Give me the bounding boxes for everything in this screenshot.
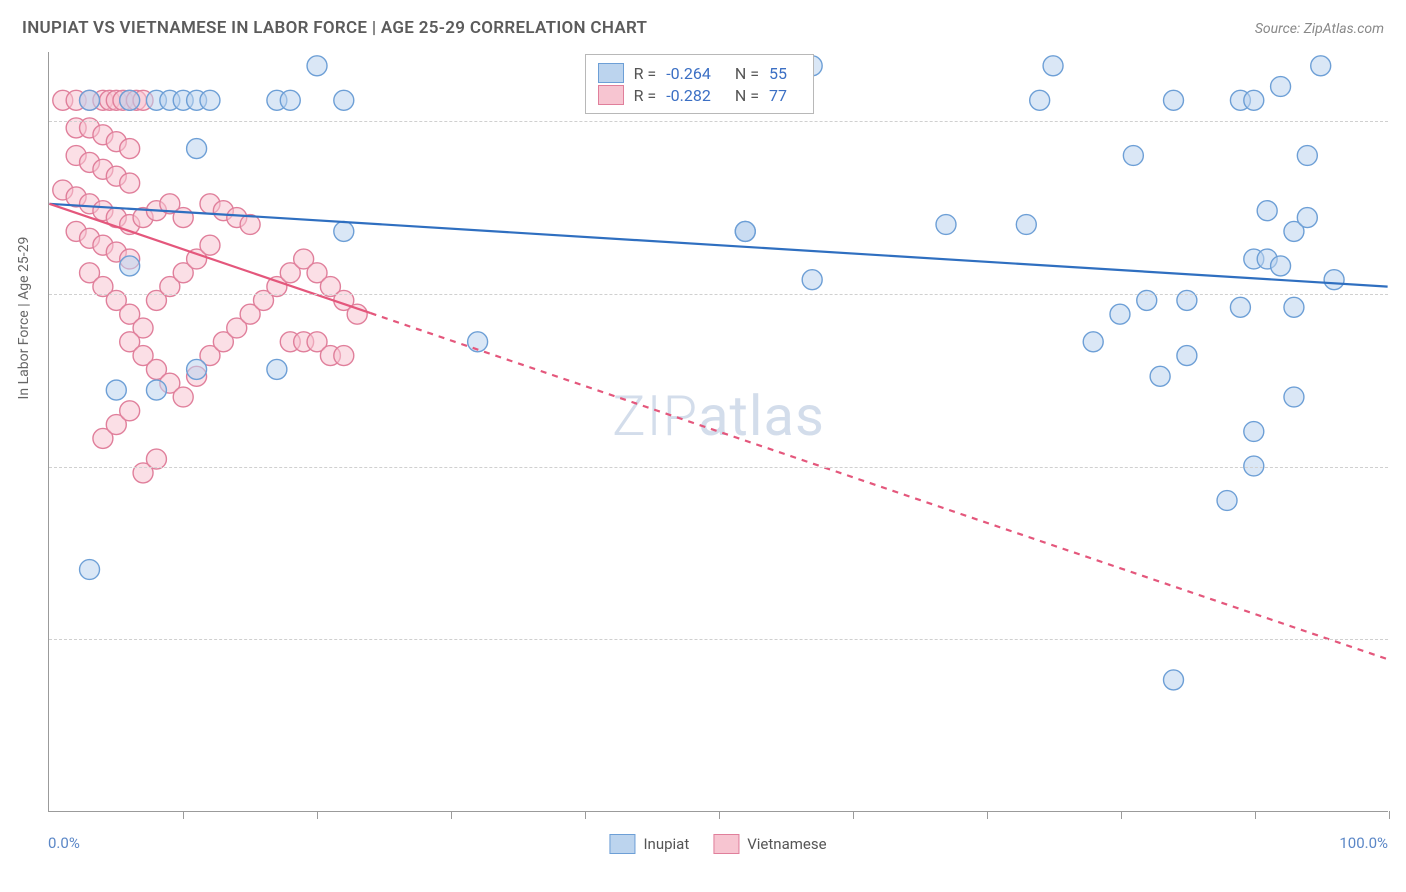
- stats-legend: R = -0.264 N = 55 R = -0.282 N = 77: [585, 54, 814, 114]
- legend-label-inupiat: Inupiat: [643, 835, 689, 853]
- xtick: [451, 811, 452, 819]
- legend-item-viet: Vietnamese: [713, 834, 826, 854]
- gridline: [49, 467, 1388, 468]
- n-label: N =: [735, 64, 759, 83]
- inupiat-n-value: 55: [769, 64, 787, 83]
- n-label: N =: [735, 86, 759, 105]
- stats-row-viet: R = -0.282 N = 77: [598, 85, 801, 105]
- xtick: [317, 811, 318, 819]
- legend-label-viet: Vietnamese: [747, 835, 826, 853]
- legend-item-inupiat: Inupiat: [609, 834, 689, 854]
- xtick: [1121, 811, 1122, 819]
- xtick: [719, 811, 720, 819]
- stats-row-inupiat: R = -0.264 N = 55: [598, 63, 801, 83]
- swatch-viet: [713, 834, 739, 854]
- xtick: [1389, 811, 1390, 819]
- xtick: [183, 811, 184, 819]
- xtick: [585, 811, 586, 819]
- swatch-inupiat: [598, 63, 624, 83]
- gridline: [49, 294, 1388, 295]
- viet-n-value: 77: [769, 86, 787, 105]
- xtick: [1255, 811, 1256, 819]
- inupiat-r-value: -0.264: [666, 64, 711, 83]
- viet-r-value: -0.282: [666, 86, 711, 105]
- source-label: Source: ZipAtlas.com: [1255, 21, 1384, 37]
- chart-title: INUPIAT VS VIETNAMESE IN LABOR FORCE | A…: [22, 18, 647, 38]
- xtick: [853, 811, 854, 819]
- xtick: [987, 811, 988, 819]
- r-label: R =: [634, 64, 657, 83]
- yaxis-title: In Labor Force | Age 25-29: [16, 237, 32, 400]
- gridline: [49, 121, 1388, 122]
- gridline: [49, 639, 1388, 640]
- series-legend: Inupiat Vietnamese: [609, 834, 826, 854]
- r-label: R =: [634, 86, 657, 105]
- xaxis-min-label: 0.0%: [48, 834, 80, 852]
- plot-area: ZIPatlas R = -0.264 N = 55 R = -0.282 N …: [48, 52, 1388, 812]
- xaxis-max-label: 100.0%: [1339, 834, 1388, 852]
- swatch-inupiat: [609, 834, 635, 854]
- scatter-chart: ZIPatlas R = -0.264 N = 55 R = -0.282 N …: [48, 52, 1388, 812]
- swatch-viet: [598, 85, 624, 105]
- plot-svg: [49, 52, 1388, 811]
